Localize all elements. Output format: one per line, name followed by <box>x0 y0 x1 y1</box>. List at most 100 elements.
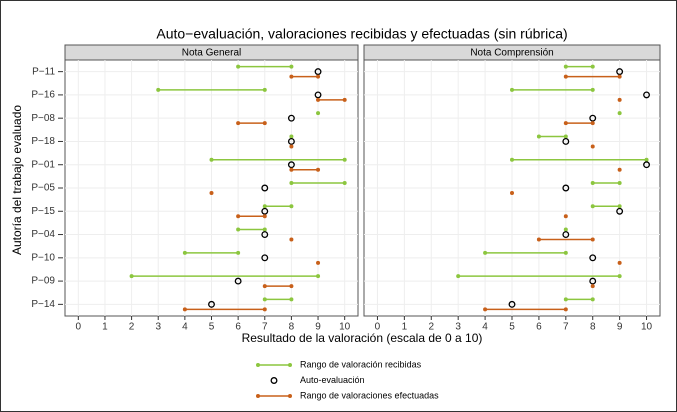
range-min <box>590 144 595 149</box>
y-tick-label: P−01 <box>31 159 55 170</box>
range-min <box>262 204 267 209</box>
legend-symbol <box>288 363 292 367</box>
range-min <box>510 87 514 92</box>
y-tick-label: P−14 <box>31 299 55 310</box>
self-point <box>589 277 597 285</box>
range-max <box>563 250 568 255</box>
self-point <box>287 138 295 145</box>
y-tick-label: P−11 <box>32 66 55 77</box>
self-point <box>616 207 624 215</box>
range-min <box>510 157 514 162</box>
self-point <box>589 254 597 262</box>
range-min <box>236 64 241 69</box>
range-min <box>563 227 568 232</box>
range-min <box>590 284 595 289</box>
x-tick-label: 7 <box>262 322 268 333</box>
range-max <box>316 74 321 79</box>
range-max <box>590 237 595 242</box>
range-max <box>289 297 294 302</box>
y-tick-label: P−09 <box>31 276 55 287</box>
range-min <box>156 87 161 92</box>
legend-label: Auto-evaluación <box>300 375 365 385</box>
range-min <box>129 274 134 279</box>
legend-label: Rango de valoraciones efectuadas <box>300 390 439 400</box>
chart-title: Auto−evaluación, valoraciones recibidas … <box>156 26 567 42</box>
x-tick-label: 8 <box>590 322 596 333</box>
range-max <box>289 284 294 289</box>
range-min <box>262 284 267 289</box>
range-min <box>563 297 568 302</box>
panel-title: Nota Comprensión <box>470 48 553 59</box>
x-tick-label: 8 <box>289 322 295 333</box>
legend-symbol <box>256 363 260 367</box>
x-tick-label: 0 <box>76 322 82 333</box>
range-max <box>617 181 622 185</box>
x-tick-label: 4 <box>482 322 488 333</box>
self-point <box>261 207 269 215</box>
range-min <box>483 307 488 312</box>
self-point <box>208 300 215 308</box>
y-tick-label: P−04 <box>31 229 55 240</box>
range-min <box>289 181 294 185</box>
self-point <box>643 91 650 99</box>
x-tick-label: 0 <box>375 322 381 333</box>
legend-symbol <box>270 377 278 384</box>
range-min <box>590 181 595 185</box>
x-tick-label: 7 <box>563 322 569 333</box>
x-tick-label: 10 <box>339 322 351 333</box>
range-min <box>236 227 241 232</box>
range-max <box>563 134 568 139</box>
self-point <box>562 184 570 192</box>
self-point <box>508 300 516 308</box>
x-tick-label: 1 <box>402 322 408 333</box>
range-min <box>182 307 187 312</box>
range-max <box>236 250 241 255</box>
y-tick-label: P−18 <box>31 136 55 147</box>
legend-label: Rango de valoración recibidas <box>300 359 422 369</box>
self-point <box>234 277 242 285</box>
x-tick-label: 3 <box>455 322 461 333</box>
x-tick-label: 5 <box>209 322 215 333</box>
self-point <box>589 114 597 122</box>
self-point <box>314 91 322 99</box>
range-min <box>563 214 568 219</box>
range-max <box>617 204 622 209</box>
x-tick-label: 1 <box>102 322 108 333</box>
range-max <box>262 87 267 92</box>
y-tick-label: P−10 <box>31 252 55 263</box>
range-min <box>563 64 568 69</box>
range-min <box>617 97 622 102</box>
y-tick-label: P−16 <box>31 90 55 101</box>
range-min <box>617 111 622 116</box>
range-min <box>536 237 541 242</box>
range-max <box>590 121 595 126</box>
range-min <box>617 167 622 172</box>
range-max <box>644 157 649 162</box>
range-min <box>289 74 294 79</box>
legend-symbol <box>256 394 260 398</box>
x-tick-label: 6 <box>536 322 542 333</box>
x-tick-label: 2 <box>129 322 135 333</box>
self-point <box>616 68 624 76</box>
self-point <box>261 231 269 238</box>
x-tick-label: 2 <box>428 322 434 333</box>
self-point <box>261 184 269 192</box>
self-point <box>562 231 570 238</box>
y-tick-label: P−05 <box>31 183 55 194</box>
x-tick-label: 6 <box>235 322 241 333</box>
range-min <box>536 134 541 139</box>
range-min <box>617 260 622 265</box>
range-max <box>617 74 622 79</box>
range-min <box>209 157 214 162</box>
x-tick-label: 3 <box>155 322 161 333</box>
range-max <box>262 214 267 219</box>
self-point <box>261 254 269 262</box>
panel-title: Nota General <box>182 48 241 59</box>
range-max <box>563 307 568 312</box>
range-max <box>342 97 347 102</box>
self-point <box>562 138 570 145</box>
range-min <box>289 134 294 139</box>
range-min <box>316 111 321 116</box>
self-point <box>287 114 295 122</box>
